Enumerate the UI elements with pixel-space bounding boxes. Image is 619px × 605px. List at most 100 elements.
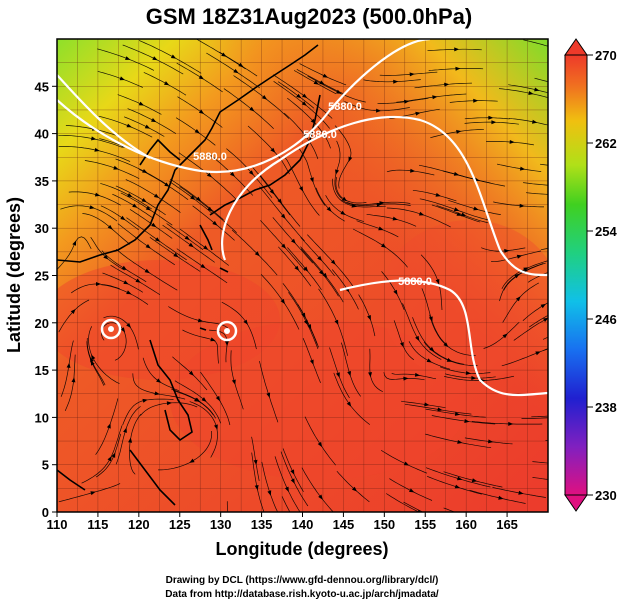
streamline — [431, 204, 481, 223]
streamline — [125, 179, 181, 213]
streamline — [299, 63, 347, 86]
streamline — [396, 93, 467, 103]
streamline-arrow — [123, 427, 127, 433]
streamline — [64, 354, 76, 412]
streamline-arrow — [393, 289, 398, 295]
streamline — [508, 84, 548, 94]
streamline — [82, 213, 131, 245]
streamline-arrow — [515, 296, 521, 302]
streamline — [288, 292, 319, 350]
y-tick-label: 20 — [35, 316, 49, 331]
streamline-arrow — [212, 220, 218, 226]
streamline-arrow — [166, 401, 172, 406]
colorbar-tick-label: 230 — [595, 488, 617, 503]
streamline — [277, 81, 315, 109]
streamline-arrow — [280, 298, 285, 305]
streamline-arrow — [119, 76, 125, 81]
streamline-arrow — [301, 101, 307, 106]
streamline — [307, 234, 355, 288]
coastline — [57, 44, 319, 263]
streamline-arrow — [128, 437, 133, 443]
streamline — [464, 117, 510, 120]
streamline — [95, 433, 122, 478]
streamline-arrow — [170, 54, 177, 59]
streamline-arrow — [200, 263, 206, 269]
streamline — [523, 182, 548, 186]
streamline-arrow — [409, 72, 415, 77]
streamline-arrow — [126, 123, 132, 128]
streamline-arrow — [142, 169, 148, 173]
chart-title: GSM 18Z31Aug2023 (500.0hPa) — [146, 4, 472, 29]
streamline-arrow — [488, 115, 494, 120]
streamline-arrow — [341, 196, 347, 202]
x-axis-label: Longitude (degrees) — [215, 539, 388, 559]
streamline — [259, 361, 279, 423]
streamline-arrow — [90, 491, 96, 496]
streamline — [259, 186, 305, 242]
streamline — [529, 315, 548, 328]
streamline — [471, 420, 543, 425]
streamline-arrow — [317, 441, 323, 448]
streamline-arrow — [224, 341, 229, 347]
streamline-arrow — [454, 484, 461, 489]
streamline — [168, 306, 229, 329]
y-tick-label: 25 — [35, 269, 49, 284]
streamline — [401, 400, 446, 409]
streamline-arrow — [270, 147, 276, 153]
coastline — [219, 267, 229, 273]
streamline-arrow — [196, 196, 202, 202]
streamline-arrow — [502, 333, 508, 339]
streamline-arrow — [461, 212, 467, 217]
streamline-arrow — [464, 419, 470, 423]
streamline-arrow — [156, 378, 162, 383]
streamline — [381, 271, 405, 310]
streamline-arrow — [418, 211, 425, 216]
streamline-arrow — [376, 108, 382, 113]
x-axis-ticks: 110 115 120 125 130 135 140 145 150 155 160 165 — [47, 512, 518, 532]
streamline — [386, 493, 420, 512]
streamline — [307, 75, 366, 103]
streamline-arrow — [135, 278, 141, 283]
streamline-arrow — [145, 206, 151, 211]
streamline — [117, 223, 175, 266]
streamline — [481, 247, 526, 252]
streamline-arrow — [403, 461, 410, 466]
contour-label: 5880.0 — [398, 276, 432, 288]
y-tick-label: 0 — [42, 505, 49, 520]
streamline-arrow — [151, 118, 157, 123]
streamline-arrow — [126, 322, 131, 328]
contour-label: 5880.0 — [193, 151, 227, 163]
streamline — [100, 205, 139, 231]
streamline — [531, 415, 548, 418]
contour-5880 — [339, 279, 548, 397]
streamline-arrow — [454, 412, 461, 416]
streamline-arrow — [473, 206, 479, 211]
streamline-arrow — [103, 254, 109, 260]
contour-5880 — [57, 39, 431, 173]
contour-5880 — [221, 115, 548, 277]
streamline — [336, 470, 370, 503]
streamline-arrow — [198, 75, 204, 80]
streamline-arrow — [91, 136, 97, 141]
streamline-arrow — [71, 377, 76, 383]
streamline-arrow — [243, 319, 248, 325]
streamline — [498, 88, 548, 98]
x-tick-label: 160 — [455, 517, 477, 532]
streamline-arrow — [457, 440, 463, 444]
x-tick-label: 150 — [373, 517, 395, 532]
credit-drawing: Drawing by DCL (https://www.gfd-dennou.o… — [166, 575, 439, 586]
streamline-arrow — [280, 213, 286, 219]
streamline-arrow — [435, 279, 440, 285]
streamline-arrow — [144, 124, 151, 129]
streamline-arrow — [519, 203, 525, 208]
streamline-arrow — [206, 172, 212, 178]
streamline — [408, 341, 451, 370]
streamline — [233, 75, 290, 119]
streamline-arrow — [111, 452, 116, 458]
x-tick-label: 130 — [210, 517, 232, 532]
streamline — [426, 475, 482, 495]
streamline-arrow — [410, 168, 416, 173]
y-tick-label: 15 — [35, 363, 49, 378]
streamline — [366, 213, 417, 227]
colorbar: 270 262 254 246 238 230 — [564, 38, 617, 512]
